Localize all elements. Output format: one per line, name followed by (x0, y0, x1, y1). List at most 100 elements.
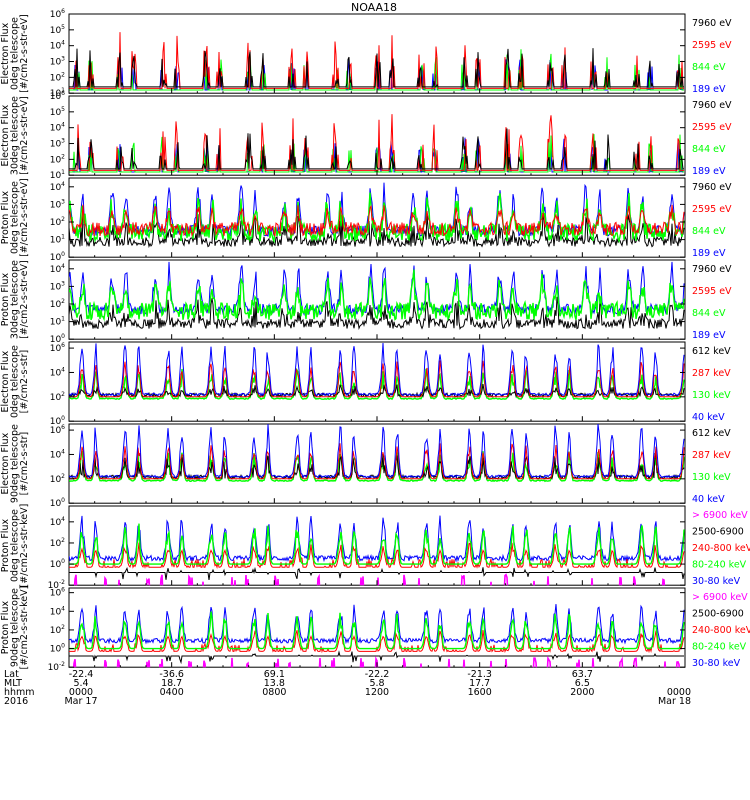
y-tick-label: 101 (50, 87, 65, 99)
series-line-green (69, 269, 685, 322)
series-line-green (69, 611, 685, 650)
y-tick-label: 102 (50, 473, 65, 485)
y-tick-label: 101 (50, 316, 65, 328)
y-axis-label: TEDProton Flux30deg telescope[#/cm2-s-st… (0, 260, 30, 339)
y-tick-label: 102 (50, 153, 65, 165)
series-line-blue (69, 515, 685, 563)
y-tick-label: 104 (50, 366, 65, 378)
series-line-magenta (72, 655, 681, 668)
legend-entry: 130 keV (692, 390, 731, 401)
x-row-label: 2016 (4, 696, 28, 707)
y-tick-label: 104 (50, 122, 65, 134)
panel-7: 10-2 100 102 104 MEPEDProton Flux0deg telesc… (0, 504, 750, 592)
y-tick-label: 104 (50, 605, 65, 617)
legend-entry: 40 keV (692, 494, 725, 505)
series-line-red (69, 443, 685, 480)
legend-entry: 287 keV (692, 450, 731, 461)
series-group (69, 114, 684, 173)
series-line-blue (69, 604, 685, 645)
y-axis-label: MEPEDProton Flux0deg telescope[#/cm2-s-s… (0, 504, 30, 588)
panel-3: 100 101 102 103 104 TEDProton Flux0deg telesc… (0, 177, 732, 263)
y-tick-label: 104 (50, 448, 65, 460)
panel-frame (68, 587, 686, 668)
legend-entry: 80-240 keV (692, 560, 747, 571)
legend-entry: 7960 eV (692, 182, 732, 193)
panel-frame (68, 341, 686, 422)
series-line-black (69, 48, 684, 88)
y-tick-label: 100 (50, 333, 65, 345)
y-tick-label: 106 (50, 587, 65, 599)
x-row-label: MLT (4, 678, 22, 689)
y-tick-label: 100 (50, 643, 65, 655)
legend-entry: 844 eV (692, 226, 726, 237)
legend-entry: 612 keV (692, 428, 731, 439)
x-tick-label: 2000 (570, 687, 594, 698)
x-tick-label: Mar 17 (64, 696, 97, 707)
panel-8: 10-2 100 102 104 106 MEPEDProton Flux90deg te… (0, 586, 750, 674)
legend-entry: 40 keV (692, 412, 725, 423)
series-line-green (69, 367, 685, 401)
legend-entry: 287 keV (692, 368, 731, 379)
legend-entry: 2595 eV (692, 204, 732, 215)
y-tick-label: 104 (50, 516, 65, 528)
series-line-black (69, 452, 685, 481)
y-tick-label: 104 (50, 181, 65, 193)
x-tick-label: 18.7 (161, 678, 182, 689)
panel-4: 100 101 102 103 104 TEDProton Flux30deg teles… (0, 259, 732, 345)
x-tick-label: 17.7 (469, 678, 490, 689)
y-tick-label: 101 (50, 169, 65, 181)
legend-entry: 7960 eV (692, 18, 732, 29)
x-tick-label: 0800 (262, 687, 286, 698)
x-tick-label: -36.6 (159, 669, 184, 680)
y-tick-label: 102 (50, 216, 65, 228)
x-tick-label: 63.7 (572, 669, 593, 680)
series-line-green (69, 523, 685, 565)
chart-title: NOAA18 (351, 1, 397, 14)
series-line-black (69, 214, 685, 249)
y-axis-label: MEPEDElectron Flux90deg telescope[#/cm2-… (0, 424, 30, 503)
y-tick-label: 102 (50, 71, 65, 83)
series-group (69, 261, 685, 331)
series-line-red (69, 542, 685, 570)
panel-5: 100 102 104 106 MEPEDElectron Flux0deg teles… (0, 341, 731, 427)
series-group (69, 32, 684, 91)
series-line-black (69, 566, 685, 580)
y-tick-label: 100 (50, 558, 65, 570)
legend-entry: 844 eV (692, 144, 726, 155)
panel-frame (68, 423, 686, 504)
x-tick-label: -22.4 (69, 669, 94, 680)
x-tick-label: 13.8 (264, 678, 285, 689)
legend-entry: 2595 eV (692, 122, 732, 133)
x-row-label: Lat (4, 669, 19, 680)
legend-entry: 7960 eV (692, 264, 732, 275)
y-axis-label: TEDProton Flux0deg telescope[#/cm2-s-str… (0, 178, 30, 257)
panel-1: 101 102 103 104 105 106 TEDElectron Flux0deg t… (0, 8, 732, 99)
y-tick-label: 103 (50, 198, 65, 210)
x-tick-label: 5.4 (73, 678, 88, 689)
legend-entry: 189 eV (692, 248, 726, 259)
panel-frame (68, 505, 686, 586)
y-tick-label: 100 (50, 415, 65, 427)
x-tick-label: Mar 18 (658, 696, 691, 707)
y-tick-label: 105 (50, 106, 65, 118)
y-axis-label: MEPEDProton Flux90deg telescope[#/cm2-s-… (0, 586, 30, 670)
legend-entry: 2500-6900 (692, 527, 744, 538)
panel-2: 101 102 103 104 105 106 TEDElectron Flux30deg … (0, 90, 732, 181)
legend-entry: 30-80 keV (692, 658, 741, 669)
legend-entry: 844 eV (692, 62, 726, 73)
legend-entry: > 6900 keV (692, 592, 748, 603)
x-tick-label: 0000 (69, 687, 93, 698)
panels: 101 102 103 104 105 106 TEDElectron Flux0deg t… (0, 8, 750, 674)
y-tick-label: 103 (50, 138, 65, 150)
legend-entry: 612 keV (692, 346, 731, 357)
series-group (69, 182, 685, 249)
y-tick-label: 102 (50, 391, 65, 403)
y-axis-label: MEPEDElectron Flux0deg telescope[#/cm2-s… (0, 345, 30, 418)
y-tick-label: 102 (50, 537, 65, 549)
y-tick-label: 101 (50, 234, 65, 246)
y-tick-label: 106 (50, 342, 65, 354)
x-tick-label: 69.1 (264, 669, 285, 680)
y-tick-label: 103 (50, 56, 65, 68)
legend-entry: 2595 eV (692, 40, 732, 51)
